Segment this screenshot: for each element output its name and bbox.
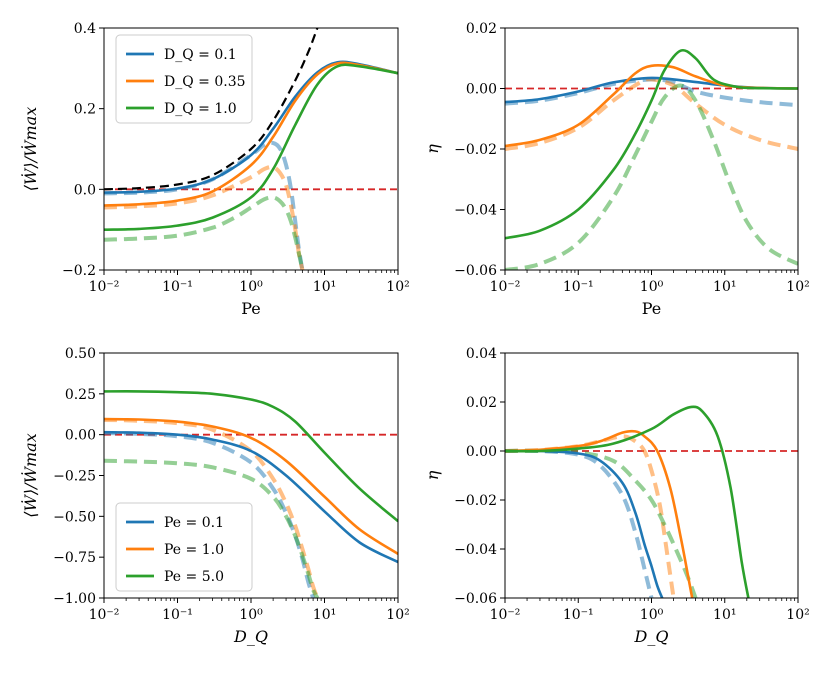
panel-top-right: 10⁻² 10⁻¹ 10⁰ 10¹ 10² −0.06 −0.04 −0.02 0.00 0.02… [423, 21, 810, 318]
y-tick-label: 0.00 [65, 428, 96, 444]
y-tick-label: −0.75 [53, 550, 96, 566]
y-axis-label: η [423, 470, 442, 480]
panel-top-left: 10⁻² 10⁻¹ 10⁰ 10¹ 10² −0.2 0.0 0.2 0.4 Pe ⟨Ẇ⟩/Ẇmax… [20, 21, 410, 318]
x-tick-label: 10¹ [313, 279, 336, 295]
y-tick-label: 0.02 [466, 395, 497, 411]
series-line-pe-0-1-dashed [505, 448, 654, 598]
plot-area-bottom-left [104, 390, 398, 598]
y-axis-label: ⟨Ẇ⟩/Ẇmax [20, 433, 40, 518]
x-tick-label: 10⁻² [490, 607, 521, 623]
legend-box [115, 34, 253, 124]
y-tick-label: −0.04 [454, 203, 497, 219]
y-tick-label: 0.2 [74, 102, 96, 118]
plot-area-bottom-right [505, 405, 798, 598]
legend-entry-label: D_Q = 0.1 [164, 47, 237, 63]
x-tick-label: 10⁻¹ [563, 279, 594, 295]
x-tick-label: 10⁻¹ [563, 607, 594, 623]
x-tick-label: 10¹ [713, 279, 736, 295]
plot-area-top-right [505, 48, 798, 270]
x-axis-label: D_Q [233, 627, 268, 646]
series-line-d-q-1-0 [104, 63, 398, 231]
x-axis-label: Pe [241, 299, 261, 318]
y-tick-label: 0.02 [466, 21, 497, 37]
y-tick-label: −0.02 [454, 493, 497, 509]
series-line-pe-1-0 [104, 417, 398, 555]
series-line-pe-5-0 [104, 390, 398, 523]
y-tick-label: −0.2 [62, 263, 96, 279]
series-line-d-q-1-0-dashed [505, 83, 798, 270]
y-tick-label: 0.00 [466, 82, 497, 98]
x-tick-label: 10² [386, 607, 409, 623]
x-axis-label: Pe [642, 299, 662, 318]
legend-entry-label: D_Q = 0.35 [164, 74, 246, 90]
legend: Pe = 0.1 Pe = 1.0 Pe = 5.0 [115, 502, 253, 592]
x-tick-label: 10² [786, 607, 809, 623]
y-tick-label: −0.06 [454, 263, 497, 279]
series-line-d-q-0-35 [104, 61, 398, 207]
y-tick-label: 0.0 [74, 182, 96, 198]
x-tick-label: 10⁰ [640, 607, 664, 623]
y-tick-label: 0.4 [74, 21, 96, 37]
y-tick-label: −0.04 [454, 542, 497, 558]
series-line-d-q-1-0 [505, 48, 798, 240]
x-tick-label: 10⁻¹ [162, 607, 193, 623]
legend-box [115, 502, 253, 592]
legend-entry-label: Pe = 5.0 [164, 569, 224, 585]
series-line-pe-1-0-dashed [104, 418, 320, 598]
panel-bottom-right: 10⁻² 10⁻¹ 10⁰ 10¹ 10² −0.06 −0.04 −0.02 0.00 0.02… [423, 346, 810, 646]
series-line-reference [104, 28, 319, 191]
series-line-pe-5-0 [505, 405, 750, 598]
y-tick-label: 0.00 [466, 444, 497, 460]
y-axis-label: η [423, 144, 442, 154]
x-tick-label: 10¹ [313, 607, 336, 623]
x-tick-label: 10⁻² [490, 279, 521, 295]
y-tick-label: −0.06 [454, 591, 497, 607]
x-tick-label: 10⁰ [239, 279, 263, 295]
x-tick-label: 10⁻² [89, 279, 120, 295]
y-tick-label: −0.50 [53, 509, 96, 525]
series-line-d-q-0-35-dashed [505, 77, 798, 151]
panel-bottom-left: 10⁻² 10⁻¹ 10⁰ 10¹ 10² −1.00 −0.75 −0.50 −0.25 0.0… [20, 346, 410, 646]
series-line-d-q-0-35-dashed [104, 164, 305, 270]
series-line-pe-0-1-dashed [104, 431, 316, 598]
x-tick-label: 10² [386, 279, 409, 295]
series-line-pe-0-1 [505, 449, 664, 598]
legend-entry-label: Pe = 1.0 [164, 542, 224, 558]
x-tick-label: 10² [786, 279, 809, 295]
series-line-pe-5-0-dashed [505, 448, 698, 598]
y-tick-label: 0.04 [466, 346, 497, 362]
x-tick-label: 10⁰ [640, 279, 664, 295]
x-tick-label: 10⁻¹ [162, 279, 193, 295]
series-line-d-q-1-0-dashed [104, 195, 305, 270]
y-tick-label: −1.00 [53, 591, 96, 607]
series-line-pe-5-0-dashed [104, 458, 320, 598]
series-line-pe-1-0 [505, 429, 694, 598]
series-line-pe-1-0-dashed [505, 434, 676, 598]
legend-entry-label: D_Q = 1.0 [164, 101, 237, 117]
legend: D_Q = 0.1 D_Q = 0.35 D_Q = 1.0 [115, 34, 253, 124]
x-tick-label: 10⁰ [239, 607, 263, 623]
plot-area-top-left [104, 28, 398, 270]
legend-entry-label: Pe = 0.1 [164, 515, 224, 531]
y-axis-label: ⟨Ẇ⟩/Ẇmax [20, 107, 40, 192]
series-line-pe-0-1 [104, 430, 398, 564]
series-line-d-q-0-1-dashed [505, 77, 798, 108]
y-tick-label: 0.50 [65, 346, 96, 362]
x-tick-label: 10¹ [713, 607, 736, 623]
y-tick-label: −0.02 [454, 142, 497, 158]
axes-frame [504, 27, 799, 271]
y-tick-label: 0.25 [65, 387, 96, 403]
x-axis-label: D_Q [634, 627, 669, 646]
y-tick-label: −0.25 [53, 469, 96, 485]
x-tick-label: 10⁻² [89, 607, 120, 623]
series-line-d-q-0-1-dashed [104, 140, 305, 270]
